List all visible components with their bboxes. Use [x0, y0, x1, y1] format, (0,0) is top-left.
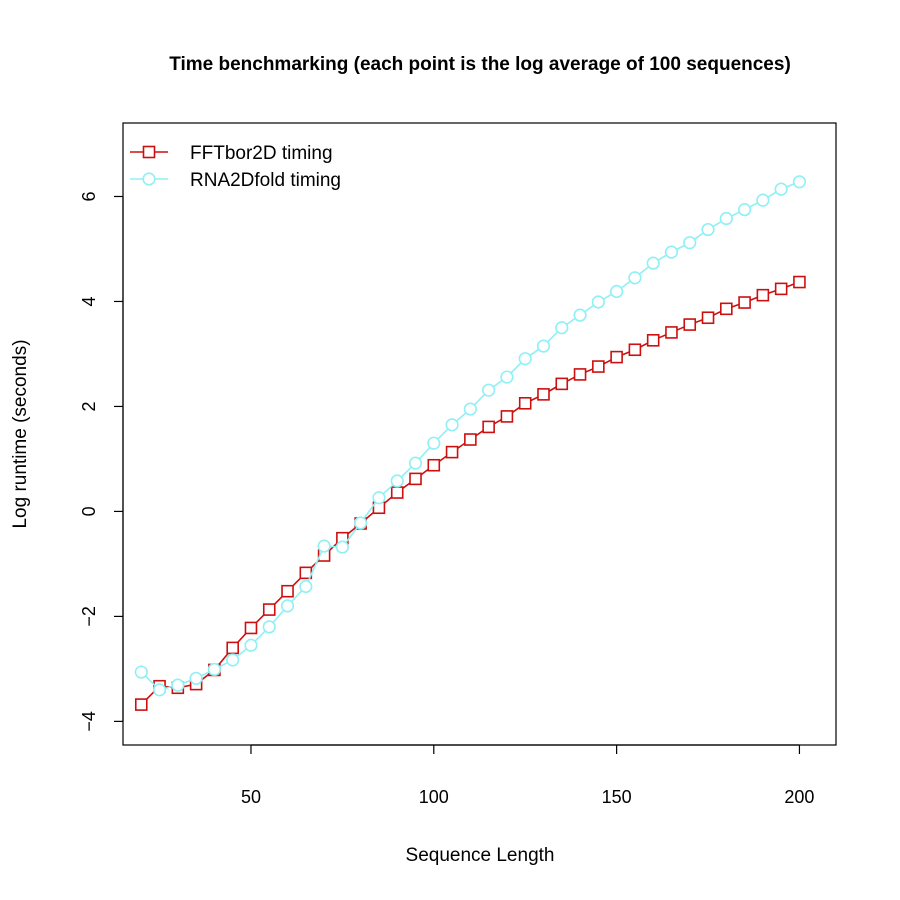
data-point: [573, 308, 587, 322]
data-point: [756, 193, 770, 207]
y-axis: −4 −2 0 2 4 6: [79, 191, 124, 732]
data-point: [317, 539, 331, 553]
data-point: [646, 256, 660, 270]
data-point: [408, 456, 423, 470]
data-point: [207, 662, 222, 677]
data-point: [445, 418, 459, 432]
data-point: [683, 318, 697, 331]
data-point: [427, 436, 441, 450]
data-point: [720, 302, 733, 316]
data-point: [390, 486, 404, 499]
data-point: [354, 516, 368, 530]
data-point: [464, 433, 477, 446]
data-point: [774, 282, 788, 296]
data-point: [683, 236, 697, 250]
data-point: [701, 222, 715, 237]
data-point: [664, 245, 679, 259]
legend: FFTbor2D timing RNA2Dfold timing: [130, 143, 341, 191]
y-tick-label: −4: [79, 711, 99, 732]
data-point: [482, 383, 496, 397]
data-point: [737, 203, 752, 217]
series-rna2dfold: [134, 175, 807, 697]
legend-label: FFTbor2D timing: [190, 143, 333, 164]
y-tick-label: 0: [79, 506, 99, 516]
data-point: [134, 665, 148, 679]
legend-item: RNA2Dfold timing: [130, 170, 341, 191]
data-point: [665, 326, 678, 339]
data-point: [555, 321, 569, 335]
data-point: [719, 211, 733, 226]
data-point: [518, 352, 532, 366]
data-point: [591, 295, 605, 309]
data-point: [537, 388, 550, 401]
chart-title: Time benchmarking (each point is the log…: [169, 54, 791, 75]
legend-label: RNA2Dfold timing: [190, 170, 341, 191]
x-tick-label: 150: [602, 787, 632, 807]
data-point: [372, 491, 386, 505]
data-point: [262, 603, 276, 616]
data-point: [244, 638, 258, 652]
data-point: [226, 653, 240, 667]
data-point: [281, 584, 294, 598]
data-point: [573, 368, 587, 381]
legend-marker: [142, 172, 156, 186]
data-point: [171, 678, 185, 692]
data-point: [482, 420, 495, 434]
data-point: [756, 288, 770, 302]
data-point: [536, 339, 551, 353]
data-point: [793, 275, 806, 289]
data-point: [500, 410, 514, 423]
x-tick-label: 100: [419, 787, 449, 807]
data-point: [335, 540, 349, 554]
y-tick-label: −2: [79, 606, 99, 627]
data-point: [774, 182, 788, 196]
data-point: [262, 620, 276, 634]
series-fftbor2d: [134, 275, 806, 711]
data-point: [610, 350, 623, 364]
y-tick-label: 6: [79, 191, 99, 201]
data-point: [445, 445, 459, 459]
data-point: [646, 334, 660, 347]
data-point: [390, 474, 404, 488]
data-point: [152, 683, 167, 697]
data-point: [500, 370, 514, 384]
data-point: [226, 641, 239, 655]
data-point: [409, 472, 422, 486]
x-tick-label: 200: [784, 787, 814, 807]
x-tick-label: 50: [241, 787, 261, 807]
x-axis-label: Sequence Length: [406, 845, 555, 866]
series-line: [140, 281, 800, 706]
data-point: [628, 343, 642, 357]
data-point: [701, 311, 715, 325]
data-point: [518, 396, 532, 410]
legend-marker: [142, 145, 156, 159]
y-tick-label: 2: [79, 401, 99, 411]
data-point: [134, 698, 148, 711]
data-point: [610, 284, 624, 299]
data-point: [555, 377, 569, 391]
data-point: [299, 579, 313, 594]
data-point: [463, 402, 477, 416]
y-axis-label: Log runtime (seconds): [10, 339, 31, 528]
legend-item: FFTbor2D timing: [130, 143, 333, 164]
data-point: [427, 458, 441, 472]
x-axis: 50 100 150 200: [241, 744, 814, 807]
y-tick-label: 4: [79, 296, 99, 306]
data-point: [592, 360, 605, 373]
data-point: [792, 175, 807, 189]
data-point: [738, 296, 751, 309]
series-layer: [134, 175, 807, 711]
data-point: [244, 621, 258, 635]
data-point: [280, 599, 295, 613]
data-point: [189, 671, 203, 685]
data-point: [628, 271, 642, 285]
